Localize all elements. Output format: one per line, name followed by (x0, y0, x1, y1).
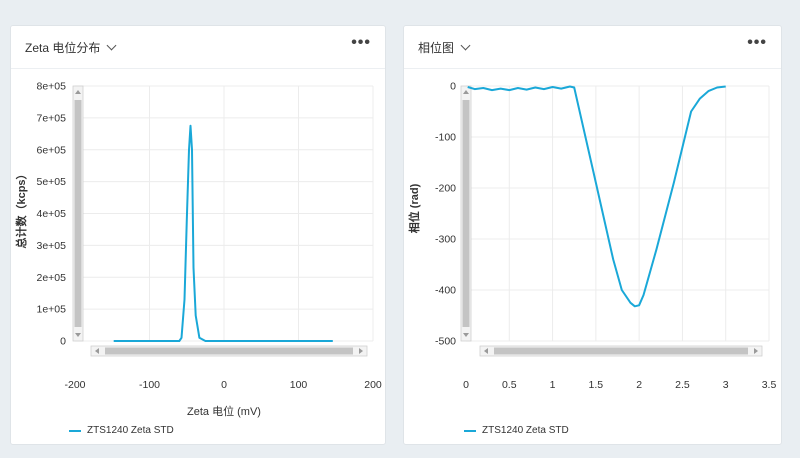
y-tick-label: -500 (435, 336, 456, 348)
y-tick-label: 5e+05 (37, 176, 67, 188)
y-tick-label: 4e+05 (37, 208, 67, 220)
y-axis-title: 总计数（kcps） (14, 168, 28, 248)
x-axis-title: Zeta 电位 (mV) (187, 404, 261, 418)
scroll-right-icon[interactable] (754, 348, 758, 354)
x-tick-label: 2 (636, 379, 642, 391)
x-tick-label: 3 (723, 379, 729, 391)
x-tick-label: 1.5 (589, 379, 604, 391)
phase-plot-chart: -500 -400 -300 -200 -100 0 0 0.5 1 1.5 2 2.5 3 3.5 相位 … (407, 81, 777, 392)
panel-header: 相位图 ••• (404, 26, 781, 69)
scroll-right-icon[interactable] (359, 348, 363, 354)
y-tick-label: 3e+05 (37, 240, 67, 252)
vertical-scrollbar-thumb[interactable] (74, 100, 82, 327)
x-tick-label: -200 (64, 379, 85, 391)
more-options-icon[interactable]: ••• (351, 34, 371, 51)
zeta-distribution-panel: Zeta 电位分布 ••• 0 1e+05 2e+05 3e+05 4e+05 5e+05… (10, 25, 386, 445)
vertical-scrollbar-thumb[interactable] (462, 100, 470, 327)
panel-title-dropdown[interactable]: Zeta 电位分布 (25, 39, 117, 56)
scroll-up-icon[interactable] (463, 90, 469, 94)
y-tick-label: 7e+05 (37, 112, 67, 124)
x-tick-label: 0.5 (502, 379, 517, 391)
x-tick-label: 2.5 (675, 379, 690, 391)
scroll-down-icon[interactable] (75, 333, 81, 337)
y-tick-label: 6e+05 (37, 144, 67, 156)
zeta-distribution-chart: 0 1e+05 2e+05 3e+05 4e+05 5e+05 6e+05 7e+05 8e+0… (14, 81, 382, 419)
legend-label: ZTS1240 Zeta STD (87, 425, 174, 436)
y-tick-label: 0 (60, 336, 66, 348)
series-line (113, 124, 333, 342)
scroll-down-icon[interactable] (463, 333, 469, 337)
x-tick-label: 3.5 (762, 379, 777, 391)
y-tick-label: -200 (435, 183, 456, 195)
scroll-up-icon[interactable] (75, 90, 81, 94)
x-tick-label: 0 (221, 379, 227, 391)
horizontal-scrollbar-thumb[interactable] (105, 347, 353, 355)
x-tick-label: 0 (463, 379, 469, 391)
x-tick-label: 1 (550, 379, 556, 391)
y-tick-label: 8e+05 (37, 81, 67, 93)
more-options-icon[interactable]: ••• (747, 34, 767, 51)
scroll-left-icon[interactable] (484, 348, 488, 354)
legend[interactable]: ZTS1240 Zeta STD (464, 425, 569, 436)
y-tick-label: -400 (435, 285, 456, 297)
panel-title-dropdown[interactable]: 相位图 (418, 39, 471, 56)
legend[interactable]: ZTS1240 Zeta STD (69, 425, 174, 436)
phase-plot-panel: 相位图 ••• -500 -400 -300 -200 -100 0 0 0.5 1 1.5 2 2.… (403, 25, 782, 445)
y-tick-label: 2e+05 (37, 272, 67, 284)
x-tick-label: 200 (364, 379, 382, 391)
series-line (467, 85, 726, 308)
y-tick-label: -300 (435, 234, 456, 246)
legend-swatch (464, 429, 476, 432)
panel-header: Zeta 电位分布 ••• (11, 26, 385, 69)
scroll-left-icon[interactable] (95, 348, 99, 354)
y-tick-label: 0 (450, 81, 456, 93)
panel-title-text: Zeta 电位分布 (25, 41, 101, 55)
legend-swatch (69, 429, 81, 432)
y-tick-label: -100 (435, 132, 456, 144)
legend-label: ZTS1240 Zeta STD (482, 425, 569, 436)
x-tick-label: -100 (139, 379, 160, 391)
panel-title-text: 相位图 (418, 41, 455, 55)
y-axis-title: 相位 (rad) (407, 183, 421, 233)
y-tick-label: 1e+05 (37, 304, 67, 316)
x-tick-label: 100 (290, 379, 308, 391)
horizontal-scrollbar-thumb[interactable] (494, 347, 748, 355)
